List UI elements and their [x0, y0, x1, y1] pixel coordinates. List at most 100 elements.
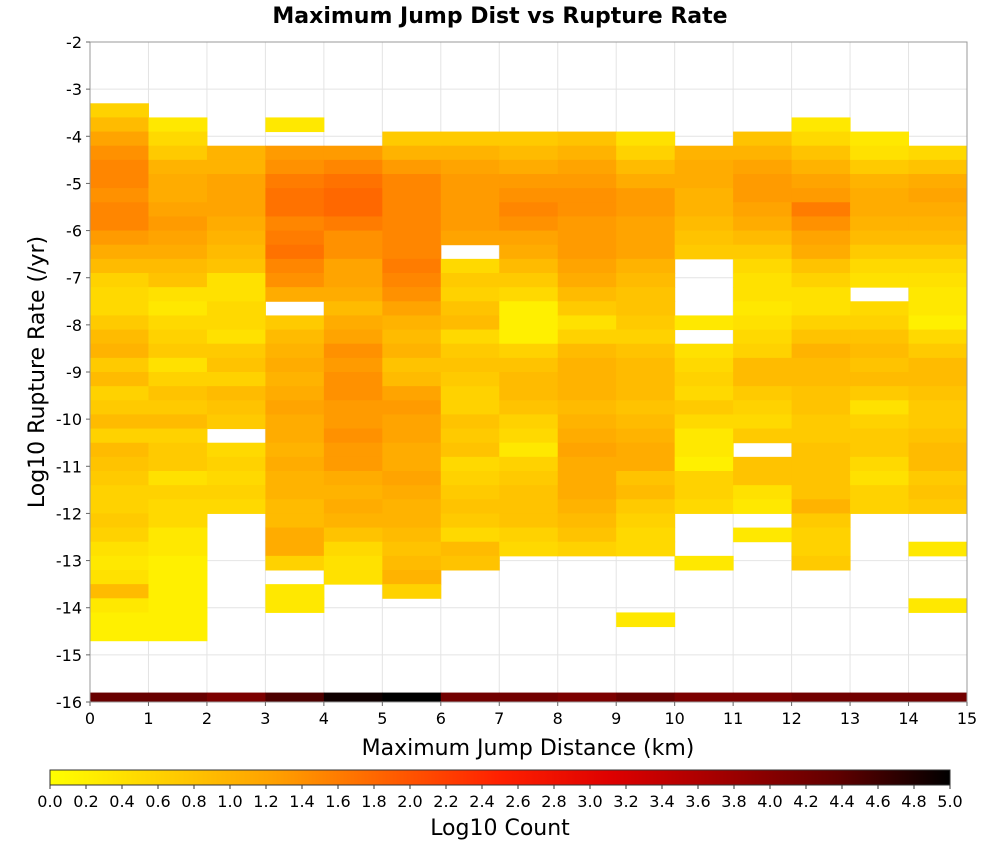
- heatmap-cell: [791, 414, 851, 430]
- heatmap-cell: [850, 301, 910, 316]
- colorbar-tick-label: 2.2: [433, 792, 458, 811]
- heatmap-cell: [265, 372, 325, 387]
- heatmap-cell: [616, 159, 676, 175]
- marginal-cell: [382, 692, 442, 702]
- heatmap-cell: [148, 329, 208, 345]
- heatmap-cell: [323, 145, 383, 161]
- heatmap-cell: [382, 202, 442, 217]
- heatmap-cell: [908, 598, 968, 613]
- heatmap-cell: [90, 626, 149, 642]
- heatmap-cell: [382, 357, 442, 373]
- heatmap-cell: [206, 315, 266, 331]
- heatmap-cell: [148, 188, 208, 203]
- heatmap-cell: [90, 230, 149, 246]
- heatmap-cell: [206, 287, 266, 302]
- heatmap-cell: [499, 499, 559, 514]
- heatmap-cell: [90, 103, 149, 118]
- heatmap-cell: [616, 230, 676, 246]
- heatmap-cell: [148, 598, 208, 613]
- heatmap-cell: [440, 343, 500, 359]
- heatmap-cell: [733, 329, 793, 345]
- x-tick-label: 14: [898, 709, 918, 728]
- heatmap-cell: [733, 159, 793, 175]
- heatmap-cell: [440, 471, 500, 486]
- colorbar-tick-label: 4.6: [865, 792, 890, 811]
- colorbar-tick-label: 2.8: [541, 792, 566, 811]
- heatmap-cell: [733, 485, 793, 500]
- heatmap-cell: [382, 555, 442, 571]
- heatmap-cell: [382, 159, 442, 175]
- heatmap-cell: [616, 372, 676, 387]
- x-tick-label: 8: [553, 709, 563, 728]
- heatmap-cell: [148, 159, 208, 175]
- heatmap-cell: [90, 612, 149, 628]
- heatmap-cell: [440, 541, 500, 557]
- heatmap-cell: [850, 315, 910, 331]
- heatmap-cell: [908, 343, 968, 359]
- heatmap-cell: [908, 258, 968, 274]
- heatmap-cell: [499, 301, 559, 316]
- x-tick-label: 10: [664, 709, 684, 728]
- heatmap-cell: [674, 343, 734, 359]
- heatmap-cell: [440, 386, 500, 401]
- heatmap-cell: [206, 174, 266, 189]
- heatmap-cell: [382, 131, 442, 147]
- heatmap-cell: [791, 174, 851, 189]
- y-tick-label: -3: [66, 80, 82, 99]
- heatmap-cell: [791, 258, 851, 274]
- colorbar-tick-label: 2.6: [505, 792, 530, 811]
- colorbar-tick-label: 1.6: [325, 792, 350, 811]
- heatmap-cell: [557, 400, 617, 415]
- colorbar-gradient: [49, 769, 951, 786]
- heatmap-cell: [791, 301, 851, 316]
- heatmap-cell: [499, 315, 559, 331]
- heatmap-cell: [791, 230, 851, 246]
- heatmap-cell: [323, 386, 383, 401]
- heatmap-cell: [616, 428, 676, 444]
- heatmap-cell: [206, 258, 266, 274]
- heatmap-cell: [908, 287, 968, 302]
- heatmap-cell: [733, 216, 793, 232]
- heatmap-cell: [557, 414, 617, 430]
- heatmap-cell: [733, 471, 793, 486]
- y-tick-label: -12: [56, 504, 82, 523]
- heatmap-cell: [908, 230, 968, 246]
- heatmap-cell: [674, 499, 734, 514]
- heatmap-cell: [148, 485, 208, 500]
- heatmap-cell: [499, 216, 559, 232]
- heatmap-cell: [382, 541, 442, 557]
- heatmap-cell: [440, 145, 500, 161]
- heatmap-cell: [616, 513, 676, 529]
- x-tick-label: 15: [957, 709, 977, 728]
- heatmap-cell: [382, 428, 442, 444]
- heatmap-cell: [148, 244, 208, 260]
- heatmap-cell: [616, 386, 676, 401]
- heatmap-cell: [616, 258, 676, 274]
- heatmap-cell: [733, 372, 793, 387]
- heatmap-cell: [206, 485, 266, 500]
- heatmap-cell: [265, 442, 325, 458]
- heatmap-cell: [674, 188, 734, 203]
- heatmap-cell: [148, 386, 208, 401]
- heatmap-cell: [265, 598, 325, 613]
- heatmap-cell: [616, 301, 676, 316]
- marginal-cell: [323, 692, 383, 702]
- heatmap-cell: [499, 343, 559, 359]
- heatmap-cell: [850, 174, 910, 189]
- heatmap-cell: [499, 329, 559, 345]
- heatmap-cell: [674, 357, 734, 373]
- heatmap-cell: [90, 499, 149, 514]
- heatmap-cell: [323, 273, 383, 288]
- heatmap-cells: [90, 103, 968, 642]
- heatmap-cell: [440, 428, 500, 444]
- heatmap-cell: [499, 273, 559, 288]
- heatmap-cell: [265, 117, 325, 133]
- heatmap-cell: [148, 315, 208, 331]
- y-tick-label: -15: [56, 646, 82, 665]
- heatmap-cell: [791, 456, 851, 472]
- heatmap-cell: [148, 513, 208, 529]
- heatmap-cell: [148, 273, 208, 288]
- heatmap-cell: [323, 159, 383, 175]
- heatmap-cell: [557, 541, 617, 557]
- heatmap-cell: [908, 216, 968, 232]
